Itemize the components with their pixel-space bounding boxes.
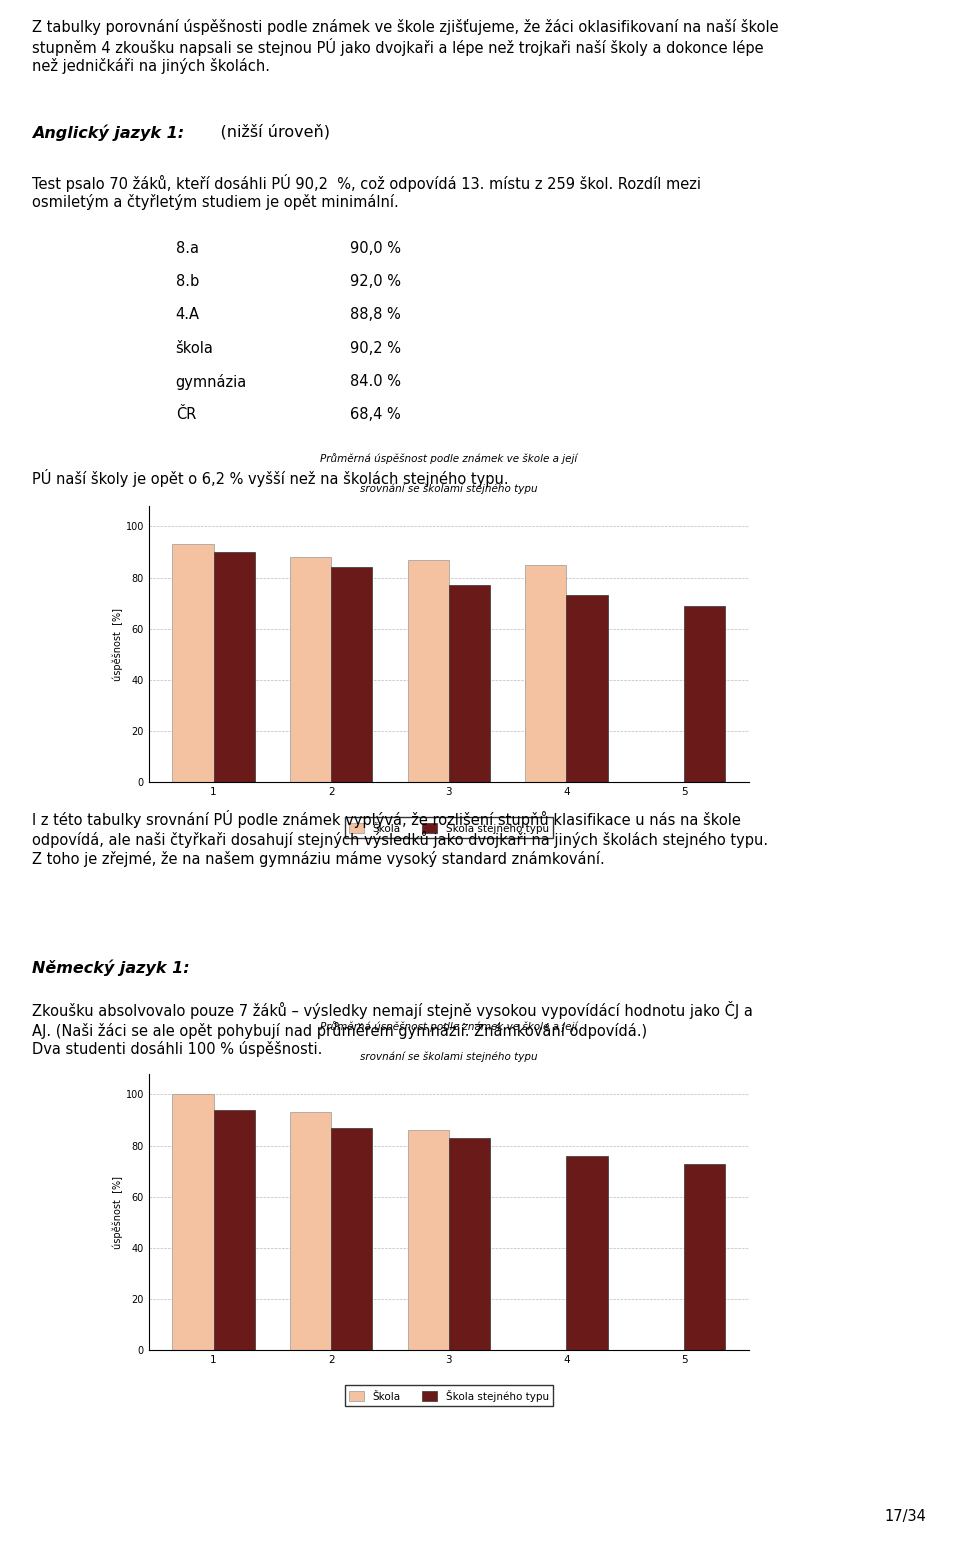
Bar [449, 1138, 490, 1350]
Text: ČR: ČR [176, 407, 196, 422]
Bar [213, 553, 254, 782]
Bar [525, 565, 566, 782]
Y-axis label: úspěšnost  [%]: úspěšnost [%] [112, 1175, 123, 1249]
Bar [173, 545, 213, 782]
Text: Průměrná úspěšnost podle známek ve škole a její: Průměrná úspěšnost podle známek ve škole… [321, 1021, 577, 1032]
Text: srovnání se školami stejného typu: srovnání se školami stejného typu [360, 483, 538, 494]
Text: Anglický jazyk 1:: Anglický jazyk 1: [32, 124, 183, 141]
Bar [566, 1156, 608, 1350]
Text: 90,0 %: 90,0 % [350, 241, 401, 256]
Text: škola: škola [176, 341, 213, 355]
Text: Zkoušku absolvovalo pouze 7 žáků – výsledky nemají stejně vysokou vypovídácí hod: Zkoušku absolvovalo pouze 7 žáků – výsle… [32, 1001, 753, 1057]
Text: Průměrná úspěšnost podle známek ve škole a její: Průměrná úspěšnost podle známek ve škole… [321, 453, 577, 464]
Bar [213, 1110, 254, 1350]
Bar [449, 585, 490, 782]
Text: Test psalo 70 žáků, kteří dosáhli PÚ 90,2  %, což odpovídá 13. místu z 259 škol.: Test psalo 70 žáků, kteří dosáhli PÚ 90,… [32, 174, 701, 211]
Bar [290, 1113, 331, 1350]
Text: 84.0 %: 84.0 % [350, 374, 401, 390]
Bar [290, 557, 331, 782]
Text: I z této tabulky srovnání PÚ podle známek vyplývá, že rozlišení stupňů klasifika: I z této tabulky srovnání PÚ podle známe… [32, 810, 768, 866]
Text: 4.A: 4.A [176, 307, 200, 323]
Bar [684, 1164, 725, 1350]
Text: 88,8 %: 88,8 % [350, 307, 401, 323]
Text: PÚ naší školy je opět o 6,2 % vyšší než na školách stejného typu.: PÚ naší školy je opět o 6,2 % vyšší než … [32, 469, 508, 487]
Text: 90,2 %: 90,2 % [350, 341, 401, 355]
Text: 17/34: 17/34 [884, 1509, 926, 1524]
Bar [408, 1130, 449, 1350]
Text: 8.b: 8.b [176, 273, 199, 289]
Text: 68,4 %: 68,4 % [350, 407, 401, 422]
Legend: Škola, Škola stejného typu: Škola, Škola stejného typu [345, 818, 553, 838]
Text: gymnázia: gymnázia [176, 374, 247, 390]
Bar [173, 1094, 213, 1350]
Text: srovnání se školami stejného typu: srovnání se školami stejného typu [360, 1051, 538, 1062]
Text: (nižší úroveň): (nižší úroveň) [200, 124, 329, 140]
Text: Z tabulky porovnání úspěšnosti podle známek ve škole zjišťujeme, že žáci oklasif: Z tabulky porovnání úspěšnosti podle zná… [32, 19, 779, 74]
Text: 92,0 %: 92,0 % [350, 273, 401, 289]
Y-axis label: úspěšnost  [%]: úspěšnost [%] [112, 607, 123, 681]
Text: Německý jazyk 1:: Německý jazyk 1: [32, 959, 189, 976]
Bar [566, 596, 608, 782]
Text: 8.a: 8.a [176, 241, 199, 256]
Bar [408, 560, 449, 782]
Bar [331, 568, 372, 782]
Bar [684, 605, 725, 782]
Bar [331, 1128, 372, 1350]
Legend: Škola, Škola stejného typu: Škola, Škola stejného typu [345, 1386, 553, 1406]
